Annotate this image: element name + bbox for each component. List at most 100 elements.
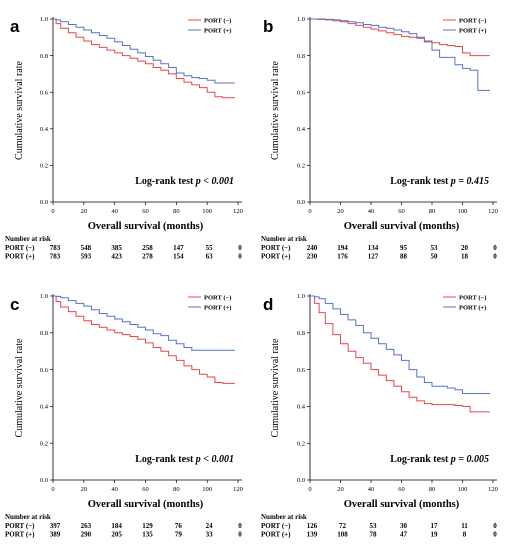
risk-table-cell: 20 bbox=[461, 244, 469, 252]
risk-table-cell: 389 bbox=[50, 531, 61, 539]
risk-table-cell: 78 bbox=[370, 531, 378, 539]
risk-table-cell: 593 bbox=[81, 253, 92, 261]
y-tick-label: 0.4 bbox=[297, 126, 306, 133]
risk-row-label-port-negative: PORT (−) bbox=[5, 244, 35, 252]
curve-port-positive bbox=[53, 18, 235, 84]
y-tick-label: 1.0 bbox=[40, 16, 48, 23]
y-axis-title: Cumulative survival rate bbox=[270, 338, 281, 437]
risk-row-label-port-positive: PORT (+) bbox=[5, 253, 35, 261]
risk-table-cell: 8 bbox=[463, 531, 467, 539]
curve-port-positive bbox=[310, 18, 490, 91]
x-tick-label: 40 bbox=[368, 486, 375, 493]
legend-label-port-positive: PORT (+) bbox=[204, 304, 231, 311]
risk-table-cell: 0 bbox=[238, 531, 242, 539]
risk-table-cell: 88 bbox=[400, 253, 408, 261]
risk-table-cell: 95 bbox=[400, 244, 408, 252]
risk-table-cell: 0 bbox=[493, 244, 497, 252]
risk-row-label-port-positive: PORT (+) bbox=[261, 531, 291, 539]
x-tick-label: 100 bbox=[458, 486, 468, 493]
risk-table-cell: 53 bbox=[431, 244, 439, 252]
panel-b: b 0.0 0.2 0.4 0.6 0.8 1.0 0 20 40 60 80 100 120 Overal… bbox=[261, 16, 498, 260]
risk-table-cell: 11 bbox=[461, 522, 468, 530]
x-tick-label: 120 bbox=[233, 208, 243, 215]
x-axis-title: Overall survival (months) bbox=[88, 499, 204, 510]
risk-table-cell: 17 bbox=[431, 522, 439, 530]
y-tick-label: 0.8 bbox=[40, 330, 48, 337]
y-tick-label: 0.0 bbox=[40, 199, 48, 206]
y-tick-label: 0.8 bbox=[297, 330, 305, 337]
logrank-test-label: Log-rank test bbox=[135, 454, 196, 465]
y-tick-label: 0.6 bbox=[297, 367, 306, 374]
curve-port-negative bbox=[310, 295, 490, 413]
risk-table-cell: 147 bbox=[173, 244, 184, 252]
logrank-annotation: Log-rank test p < 0.001 bbox=[135, 176, 234, 187]
risk-table-cell: 205 bbox=[111, 531, 122, 539]
legend-label-port-negative: PORT (−) bbox=[459, 17, 486, 24]
y-tick-label: 0.2 bbox=[297, 163, 305, 170]
risk-table-cell: 24 bbox=[206, 522, 214, 530]
risk-table-cell: 783 bbox=[50, 253, 61, 261]
risk-table-cell: 278 bbox=[142, 253, 153, 261]
p-value: p = 0.005 bbox=[450, 454, 489, 465]
x-tick-label: 0 bbox=[308, 486, 311, 493]
legend-label-port-positive: PORT (+) bbox=[204, 27, 231, 34]
logrank-annotation: Log-rank test p < 0.001 bbox=[135, 454, 234, 465]
x-tick-label: 80 bbox=[173, 486, 180, 493]
x-tick-label: 100 bbox=[458, 208, 468, 215]
x-tick-label: 40 bbox=[111, 208, 118, 215]
risk-table-cell: 72 bbox=[339, 522, 347, 530]
x-tick-label: 60 bbox=[142, 208, 149, 215]
p-value: p < 0.001 bbox=[195, 176, 234, 187]
y-axis-title: Cumulative survival rate bbox=[14, 338, 25, 437]
x-tick-label: 20 bbox=[337, 486, 344, 493]
risk-table-cell: 194 bbox=[337, 244, 348, 252]
x-tick-label: 60 bbox=[142, 486, 149, 493]
risk-row-label-port-negative: PORT (−) bbox=[261, 244, 291, 252]
curve-port-positive bbox=[53, 295, 235, 351]
risk-table-cell: 76 bbox=[175, 522, 183, 530]
y-tick-label: 1.0 bbox=[297, 16, 305, 23]
x-axis-title: Overall survival (months) bbox=[344, 499, 460, 510]
p-value: p < 0.001 bbox=[195, 454, 234, 465]
x-tick-label: 20 bbox=[81, 208, 88, 215]
risk-table-cell: 258 bbox=[142, 244, 153, 252]
y-tick-label: 0.4 bbox=[40, 126, 49, 133]
logrank-test-label: Log-rank test bbox=[135, 176, 196, 187]
risk-table-header: Number at risk bbox=[5, 513, 51, 521]
panel-letter: a bbox=[10, 17, 20, 36]
risk-table-cell: 548 bbox=[81, 244, 92, 252]
curve-port-positive bbox=[310, 295, 490, 394]
risk-table-cell: 0 bbox=[238, 253, 242, 261]
curve-port-negative bbox=[310, 18, 490, 57]
x-tick-label: 80 bbox=[173, 208, 180, 215]
risk-table-cell: 0 bbox=[493, 531, 497, 539]
x-axis-title: Overall survival (months) bbox=[344, 221, 460, 232]
logrank-annotation: Log-rank test p = 0.005 bbox=[390, 454, 489, 465]
risk-table-cell: 263 bbox=[81, 522, 92, 530]
x-tick-label: 40 bbox=[111, 486, 118, 493]
y-tick-label: 0.4 bbox=[40, 404, 49, 411]
logrank-test-label: Log-rank test bbox=[390, 454, 451, 465]
risk-table-cell: 19 bbox=[431, 531, 439, 539]
risk-table-cell: 783 bbox=[50, 244, 61, 252]
y-tick-label: 0.2 bbox=[40, 163, 48, 170]
x-tick-label: 0 bbox=[51, 486, 54, 493]
x-tick-label: 20 bbox=[337, 208, 344, 215]
y-tick-label: 0.0 bbox=[40, 477, 48, 484]
legend-label-port-negative: PORT (−) bbox=[204, 17, 231, 24]
risk-table-cell: 0 bbox=[493, 253, 497, 261]
risk-table-cell: 50 bbox=[431, 253, 439, 261]
risk-table-header: Number at risk bbox=[261, 513, 307, 521]
legend-label-port-positive: PORT (+) bbox=[459, 304, 486, 311]
risk-table-cell: 230 bbox=[307, 253, 318, 261]
y-tick-label: 0.0 bbox=[297, 477, 305, 484]
risk-table-cell: 240 bbox=[307, 244, 318, 252]
legend-label-port-negative: PORT (−) bbox=[459, 294, 486, 301]
x-tick-label: 120 bbox=[233, 486, 243, 493]
panel-letter: b bbox=[263, 17, 273, 36]
risk-table-cell: 134 bbox=[368, 244, 379, 252]
x-tick-label: 40 bbox=[368, 208, 375, 215]
x-tick-label: 60 bbox=[398, 208, 405, 215]
panel-letter: c bbox=[10, 295, 19, 314]
